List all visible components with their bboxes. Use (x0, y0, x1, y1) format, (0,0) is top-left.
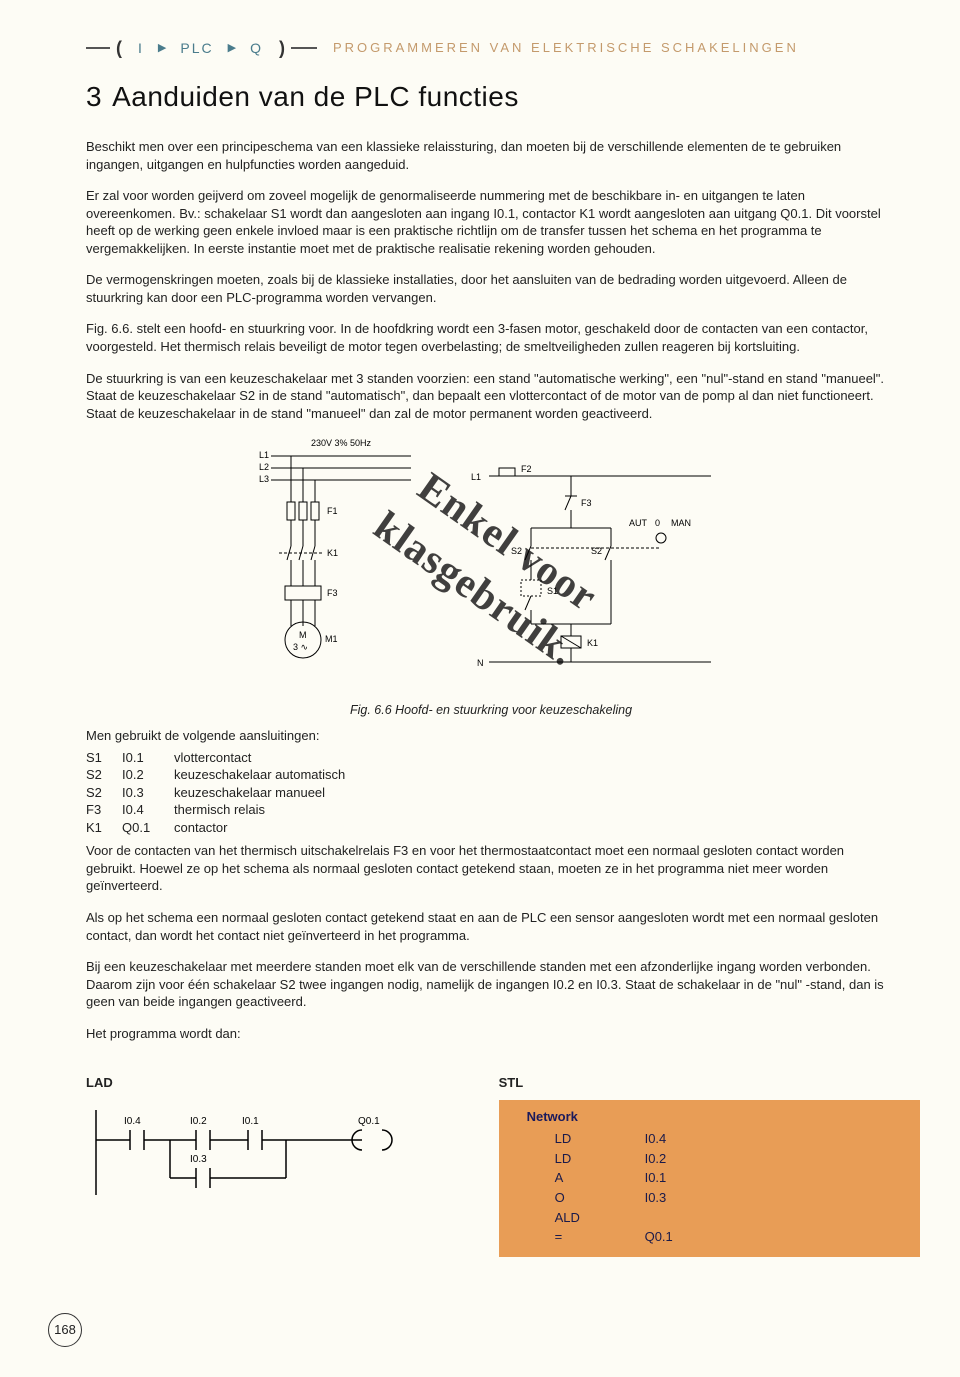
body-content: Beschikt men over een principeschema van… (86, 138, 896, 422)
svg-text:I0.3: I0.3 (190, 1154, 207, 1165)
title-number: 3 (86, 81, 102, 112)
paragraph: De stuurkring is van een keuzeschakelaar… (86, 370, 896, 423)
table-row: AI0.1 (511, 1168, 908, 1188)
svg-text:N: N (477, 658, 484, 668)
svg-text:F3: F3 (581, 498, 592, 508)
svg-text:AUT: AUT (629, 518, 648, 528)
svg-text:S1: S1 (547, 586, 558, 596)
connections-table: S1I0.1vlottercontact S2I0.2keuzeschakela… (86, 749, 896, 837)
chevron-icon: ▶ (224, 41, 240, 56)
figure-caption: Fig. 6.6 Hoofd- en stuurkring voor keuze… (86, 702, 896, 719)
body-content: Voor de contacten van het thermisch uits… (86, 842, 896, 1042)
lad-label: LAD (86, 1074, 459, 1092)
svg-text:I0.1: I0.1 (242, 1116, 259, 1127)
paragraph: Het programma wordt dan: (86, 1025, 896, 1043)
svg-text:M1: M1 (325, 634, 338, 644)
svg-text:I0.2: I0.2 (190, 1116, 207, 1127)
table-row: F3I0.4thermisch relais (86, 801, 896, 819)
circuit-figure: 230V 3% 50Hz L1 L2 L3 F1 K1 (86, 436, 896, 696)
table-row: LDI0.2 (511, 1149, 908, 1169)
svg-text:K1: K1 (327, 548, 338, 558)
table-row: K1Q0.1contactor (86, 819, 896, 837)
table-row: =Q0.1 (511, 1227, 908, 1247)
svg-text:S2: S2 (511, 546, 522, 556)
svg-text:3 ∿: 3 ∿ (293, 642, 308, 652)
chevron-icon: ▶ (154, 41, 170, 56)
bracket-left: ( (110, 36, 128, 60)
stl-table: Network LDI0.4 LDI0.2 AI0.1 OI0.3 ALD =Q… (499, 1100, 920, 1257)
stl-label: STL (499, 1074, 920, 1092)
page-number: 168 (48, 1313, 82, 1347)
breadcrumb-header: ( I ▶ PLC ▶ Q ) PROGRAMMEREN VAN ELEKTRI… (86, 36, 896, 60)
paragraph: De vermogenskringen moeten, zoals bij de… (86, 271, 896, 306)
svg-text:L2: L2 (259, 462, 269, 472)
crumb-i: I (128, 39, 154, 58)
svg-text:L3: L3 (259, 474, 269, 484)
crumb-q: Q (240, 39, 273, 58)
table-row: LDI0.4 (511, 1129, 908, 1149)
svg-text:230V 3% 50Hz: 230V 3% 50Hz (311, 438, 372, 448)
svg-text:0: 0 (655, 518, 660, 528)
ladder-diagram: I0.4 I0.2 I0.1 Q0.1 (86, 1100, 426, 1200)
svg-text:L1: L1 (471, 472, 481, 482)
title-text: Aanduiden van de PLC functies (112, 81, 519, 112)
svg-text:Q0.1: Q0.1 (358, 1116, 380, 1127)
table-row: ALD (511, 1208, 908, 1228)
table-row: S2I0.2keuzeschakelaar automatisch (86, 766, 896, 784)
paragraph: Voor de contacten van het thermisch uits… (86, 842, 896, 895)
page-title: 3 Aanduiden van de PLC functies (86, 78, 896, 116)
connections-intro: Men gebruikt de volgende aansluitingen: (86, 727, 896, 745)
table-row: S2I0.3keuzeschakelaar manueel (86, 784, 896, 802)
svg-text:F1: F1 (327, 506, 338, 516)
svg-text:K1: K1 (587, 638, 598, 648)
svg-text:F2: F2 (521, 464, 532, 474)
svg-text:I0.4: I0.4 (124, 1116, 141, 1127)
paragraph: Er zal voor worden geijverd om zoveel mo… (86, 187, 896, 257)
crumb-plc: PLC (170, 39, 223, 58)
svg-text:L1: L1 (259, 450, 269, 460)
svg-text:MAN: MAN (671, 518, 691, 528)
stl-header: Network (511, 1108, 908, 1130)
circuit-diagram: 230V 3% 50Hz L1 L2 L3 F1 K1 (231, 436, 751, 676)
svg-text:M: M (299, 630, 307, 640)
paragraph: Beschikt men over een principeschema van… (86, 138, 896, 173)
bracket-right: ) (273, 36, 291, 60)
paragraph: Als op het schema een normaal gesloten c… (86, 909, 896, 944)
table-row: OI0.3 (511, 1188, 908, 1208)
table-row: S1I0.1vlottercontact (86, 749, 896, 767)
paragraph: Bij een keuzeschakelaar met meerdere sta… (86, 958, 896, 1011)
svg-text:F3: F3 (327, 588, 338, 598)
paragraph: Fig. 6.6. stelt een hoofd- en stuurkring… (86, 320, 896, 355)
page-subtitle: PROGRAMMEREN VAN ELEKTRISCHE SCHAKELINGE… (317, 39, 799, 57)
